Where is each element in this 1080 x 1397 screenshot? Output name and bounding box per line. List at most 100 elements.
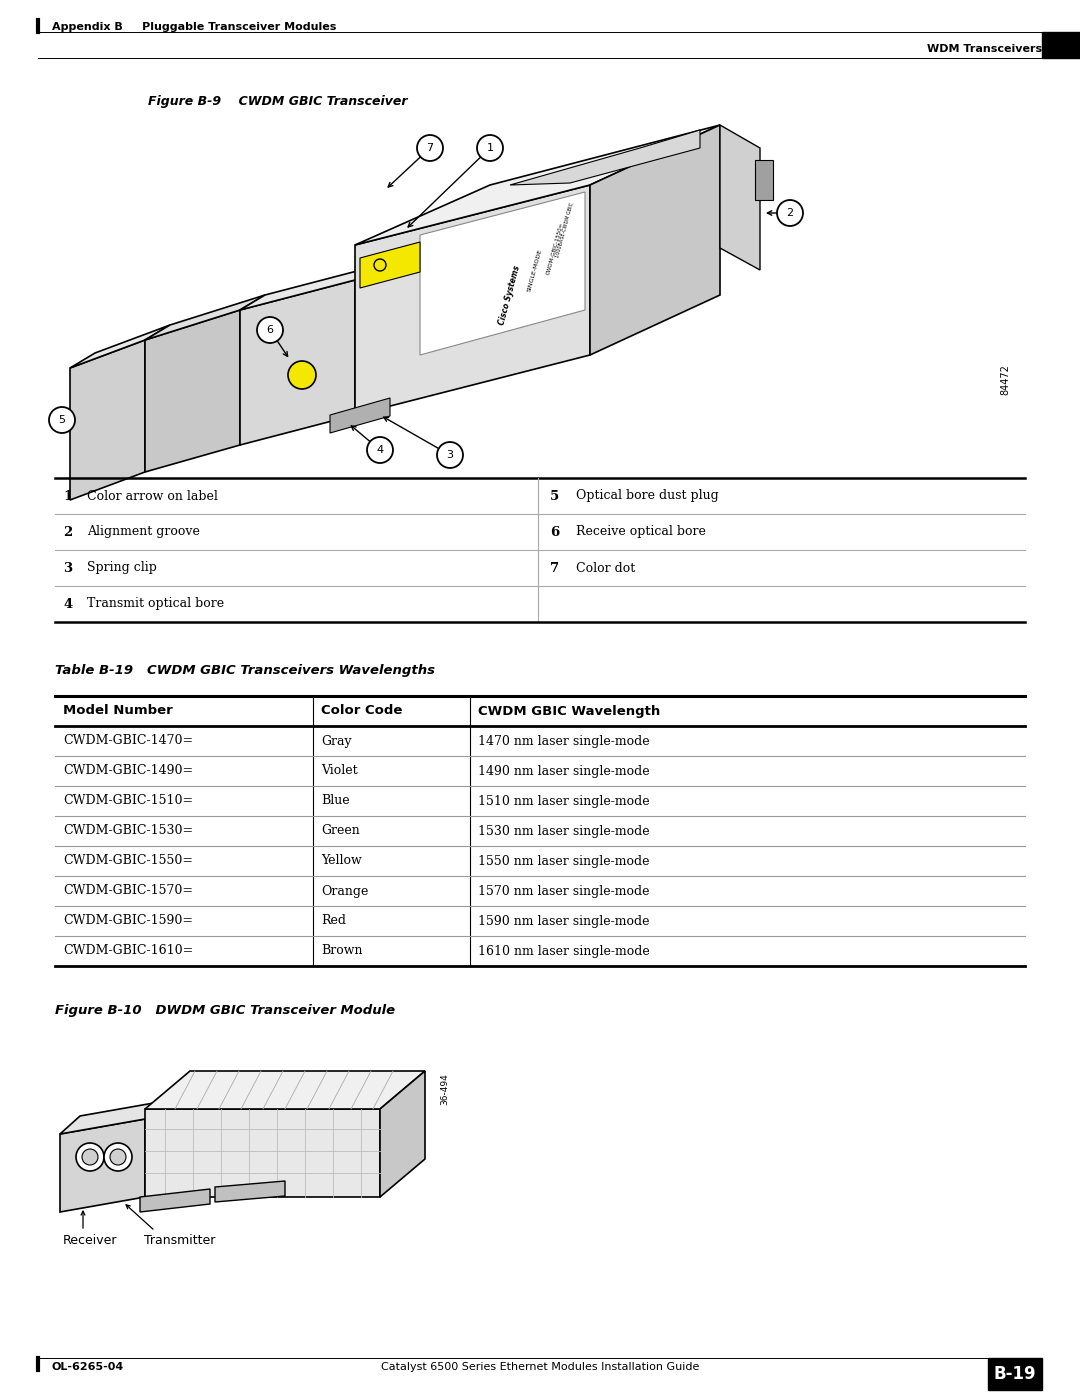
Circle shape bbox=[82, 1148, 98, 1165]
Text: Figure B-9    CWDM GBIC Transceiver: Figure B-9 CWDM GBIC Transceiver bbox=[148, 95, 407, 108]
Text: 1470 nm laser single-mode: 1470 nm laser single-mode bbox=[478, 735, 650, 747]
Text: 5: 5 bbox=[550, 489, 559, 503]
Text: 1490 nm laser single-mode: 1490 nm laser single-mode bbox=[478, 764, 650, 778]
Polygon shape bbox=[355, 184, 590, 415]
Text: CWDM-GBIC-1550=: CWDM-GBIC-1550= bbox=[545, 221, 565, 275]
Text: Blue: Blue bbox=[321, 795, 350, 807]
Text: Table B-19   CWDM GBIC Transceivers Wavelengths: Table B-19 CWDM GBIC Transceivers Wavele… bbox=[55, 664, 435, 678]
Text: CWDM-GBIC-1530=: CWDM-GBIC-1530= bbox=[63, 824, 193, 837]
Polygon shape bbox=[145, 1109, 380, 1197]
Text: 1570 nm laser single-mode: 1570 nm laser single-mode bbox=[478, 884, 649, 897]
Text: 1610 nm laser single-mode: 1610 nm laser single-mode bbox=[478, 944, 650, 957]
Text: CWDM-GBIC-1610=: CWDM-GBIC-1610= bbox=[63, 944, 193, 957]
Circle shape bbox=[76, 1143, 104, 1171]
Text: CWDM-GBIC-1550=: CWDM-GBIC-1550= bbox=[63, 855, 193, 868]
Text: 4: 4 bbox=[63, 598, 72, 610]
Text: OL-6265-04: OL-6265-04 bbox=[52, 1362, 124, 1372]
Polygon shape bbox=[60, 1101, 165, 1134]
Polygon shape bbox=[145, 295, 265, 339]
Text: Gray: Gray bbox=[321, 735, 352, 747]
Polygon shape bbox=[355, 124, 720, 244]
Polygon shape bbox=[330, 398, 390, 433]
Text: 5: 5 bbox=[58, 415, 66, 425]
Text: 1000BASE-CWDM GBIC: 1000BASE-CWDM GBIC bbox=[555, 201, 575, 258]
Polygon shape bbox=[360, 242, 420, 288]
Text: 1530 nm laser single-mode: 1530 nm laser single-mode bbox=[478, 824, 650, 837]
Text: 4: 4 bbox=[377, 446, 383, 455]
Bar bbox=[1042, 32, 1080, 59]
Text: Yellow: Yellow bbox=[321, 855, 362, 868]
Polygon shape bbox=[70, 326, 170, 367]
Polygon shape bbox=[240, 265, 380, 310]
Text: Brown: Brown bbox=[321, 944, 363, 957]
Text: Orange: Orange bbox=[321, 884, 368, 897]
Circle shape bbox=[288, 360, 316, 388]
Text: Optical bore dust plug: Optical bore dust plug bbox=[576, 489, 719, 503]
Text: 84472: 84472 bbox=[1000, 365, 1010, 395]
Text: 1510 nm laser single-mode: 1510 nm laser single-mode bbox=[478, 795, 650, 807]
Text: Appendix B     Pluggable Transceiver Modules: Appendix B Pluggable Transceiver Modules bbox=[52, 22, 336, 32]
Text: CWDM-GBIC-1470=: CWDM-GBIC-1470= bbox=[63, 735, 193, 747]
Text: Figure B-10   DWDM GBIC Transceiver Module: Figure B-10 DWDM GBIC Transceiver Module bbox=[55, 1004, 395, 1017]
Bar bbox=[988, 1358, 1042, 1390]
Polygon shape bbox=[145, 310, 240, 472]
Circle shape bbox=[777, 200, 804, 226]
Text: 1: 1 bbox=[63, 489, 72, 503]
Text: 1550 nm laser single-mode: 1550 nm laser single-mode bbox=[478, 855, 649, 868]
Text: CWDM-GBIC-1570=: CWDM-GBIC-1570= bbox=[63, 884, 193, 897]
Text: Alignment groove: Alignment groove bbox=[87, 525, 200, 538]
Text: 6: 6 bbox=[550, 525, 559, 538]
Text: 7: 7 bbox=[427, 142, 433, 154]
Polygon shape bbox=[60, 1119, 145, 1213]
Text: Receive optical bore: Receive optical bore bbox=[576, 525, 706, 538]
Text: Color dot: Color dot bbox=[576, 562, 635, 574]
Polygon shape bbox=[720, 124, 760, 270]
Text: Model Number: Model Number bbox=[63, 704, 173, 718]
Text: CWDM GBIC Wavelength: CWDM GBIC Wavelength bbox=[478, 704, 660, 718]
Text: SINGLE-MODE: SINGLE-MODE bbox=[527, 249, 543, 292]
Text: Receiver: Receiver bbox=[63, 1234, 118, 1248]
Text: 7: 7 bbox=[550, 562, 559, 574]
Circle shape bbox=[477, 136, 503, 161]
Text: CWDM-GBIC-1590=: CWDM-GBIC-1590= bbox=[63, 915, 193, 928]
Circle shape bbox=[374, 258, 386, 271]
Circle shape bbox=[367, 437, 393, 462]
Text: 1: 1 bbox=[486, 142, 494, 154]
Polygon shape bbox=[240, 279, 355, 446]
Text: Violet: Violet bbox=[321, 764, 357, 778]
Polygon shape bbox=[510, 130, 700, 184]
Text: Transmitter: Transmitter bbox=[145, 1234, 216, 1248]
Polygon shape bbox=[145, 1071, 426, 1109]
Polygon shape bbox=[420, 191, 585, 355]
Polygon shape bbox=[215, 1180, 285, 1201]
Text: 36-494: 36-494 bbox=[441, 1073, 449, 1105]
Bar bbox=[755, 161, 773, 200]
Text: WDM Transceivers: WDM Transceivers bbox=[927, 43, 1042, 54]
Circle shape bbox=[110, 1148, 126, 1165]
Polygon shape bbox=[70, 339, 145, 500]
Circle shape bbox=[257, 317, 283, 344]
Text: CWDM-GBIC-1510=: CWDM-GBIC-1510= bbox=[63, 795, 193, 807]
Text: 3: 3 bbox=[63, 562, 72, 574]
Text: Cisco Systems: Cisco Systems bbox=[498, 264, 523, 326]
Circle shape bbox=[437, 441, 463, 468]
Text: B-19: B-19 bbox=[994, 1365, 1037, 1383]
Circle shape bbox=[104, 1143, 132, 1171]
Text: 2: 2 bbox=[63, 525, 72, 538]
Text: 3: 3 bbox=[446, 450, 454, 460]
Polygon shape bbox=[140, 1189, 210, 1213]
Text: Transmit optical bore: Transmit optical bore bbox=[87, 598, 225, 610]
Text: Green: Green bbox=[321, 824, 360, 837]
Text: 6: 6 bbox=[267, 326, 273, 335]
Polygon shape bbox=[380, 1071, 426, 1197]
Text: Catalyst 6500 Series Ethernet Modules Installation Guide: Catalyst 6500 Series Ethernet Modules In… bbox=[381, 1362, 699, 1372]
Text: 1590 nm laser single-mode: 1590 nm laser single-mode bbox=[478, 915, 649, 928]
Text: Spring clip: Spring clip bbox=[87, 562, 157, 574]
Text: Red: Red bbox=[321, 915, 346, 928]
Text: CWDM-GBIC-1490=: CWDM-GBIC-1490= bbox=[63, 764, 193, 778]
Text: 2: 2 bbox=[786, 208, 794, 218]
Polygon shape bbox=[590, 124, 720, 355]
Circle shape bbox=[49, 407, 75, 433]
Text: Color Code: Color Code bbox=[321, 704, 403, 718]
Text: Color arrow on label: Color arrow on label bbox=[87, 489, 218, 503]
